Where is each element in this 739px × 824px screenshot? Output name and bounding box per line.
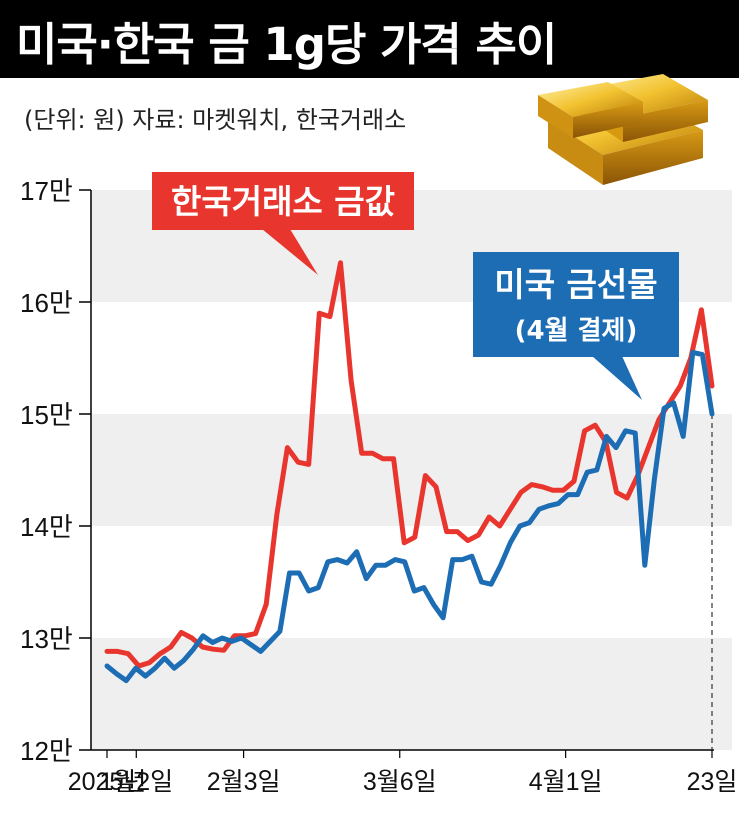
- x-tick-label: 4월1일: [529, 768, 603, 796]
- x-tick-label: 1월2일: [99, 768, 173, 796]
- us-gold-futures-line: [104, 349, 715, 684]
- y-tick-label: 13만: [20, 624, 73, 654]
- x-tick-label: 3월6일: [363, 768, 437, 796]
- gold-bars-illustration: [538, 74, 708, 185]
- korea-series-label: 한국거래소 금값: [171, 182, 395, 221]
- chart-title: 미국·한국 금 1g당 가격 추이: [16, 18, 557, 71]
- grid-band: [91, 638, 732, 750]
- us-callout-box: [473, 252, 679, 357]
- us-series-sublabel: (4월 결제): [515, 316, 638, 346]
- x-tick-label: 23일: [687, 768, 738, 796]
- y-tick-label: 15만: [20, 400, 73, 430]
- x-tick-label: 2025년: [68, 768, 147, 796]
- korea-callout-box: [152, 172, 414, 230]
- chart-source-note: (단위: 원) 자료: 마켓워치, 한국거래소: [24, 106, 407, 134]
- korea-callout-pointer: [262, 229, 318, 275]
- x-tick-label: 2월3일: [207, 768, 281, 796]
- us-callout-pointer: [592, 356, 642, 400]
- y-tick-label: 17만: [20, 176, 73, 206]
- title-bar: [0, 0, 739, 78]
- y-tick-label: 12만: [20, 736, 73, 766]
- us-series-label: 미국 금선물: [494, 265, 657, 304]
- y-tick-label: 16만: [20, 288, 73, 318]
- korea-gold-line: [104, 260, 715, 669]
- y-tick-label: 14만: [20, 512, 73, 542]
